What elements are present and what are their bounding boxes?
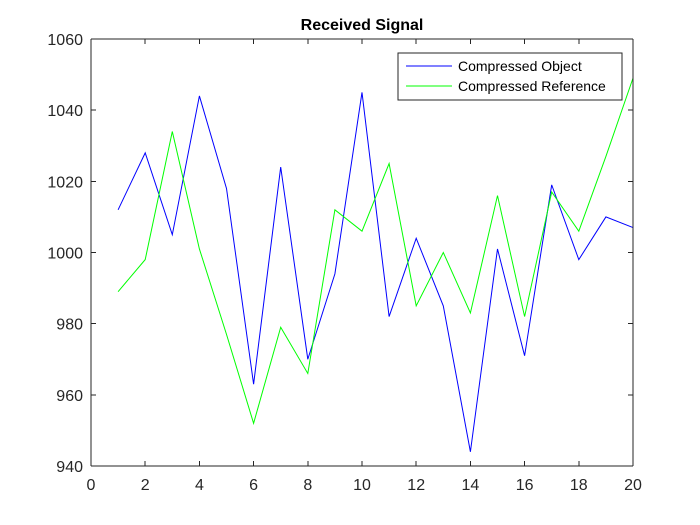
series-line-compressed-reference	[117, 77, 634, 426]
series-layer	[117, 77, 634, 452]
x-tick-label: 16	[516, 477, 534, 494]
axes-layer: 0 2 4 6 8 10 12 14 16 18 20 940 960 980 1000 1020 1040 10…	[47, 32, 642, 494]
legend-label: Compressed Reference	[458, 78, 606, 94]
x-tick-label: 4	[195, 477, 204, 494]
plot-area	[91, 39, 633, 466]
chart-title: Received Signal	[301, 17, 424, 34]
x-tick-label: 2	[141, 477, 150, 494]
x-tick-label: 12	[407, 477, 425, 494]
x-tick-label: 8	[303, 477, 312, 494]
y-tick-label: 1000	[47, 246, 83, 263]
y-tick-label: 1040	[47, 103, 83, 120]
plot-background	[91, 39, 633, 466]
y-tick-label: 980	[56, 317, 83, 334]
legend-label: Compressed Object	[458, 58, 582, 74]
x-tick-label: 0	[87, 477, 96, 494]
y-tick-label: 1060	[47, 32, 83, 49]
y-tick-label: 960	[56, 388, 83, 405]
x-tick-label: 20	[624, 477, 642, 494]
x-tick-label: 6	[249, 477, 258, 494]
x-tick-label: 10	[353, 477, 371, 494]
x-tick-label: 18	[570, 477, 588, 494]
y-tick-label: 940	[56, 459, 83, 476]
legend: Compressed Object Compressed Reference	[397, 52, 623, 101]
y-tick-label: 1020	[47, 174, 83, 191]
x-tick-label: 14	[462, 477, 480, 494]
legend-box	[397, 52, 623, 101]
